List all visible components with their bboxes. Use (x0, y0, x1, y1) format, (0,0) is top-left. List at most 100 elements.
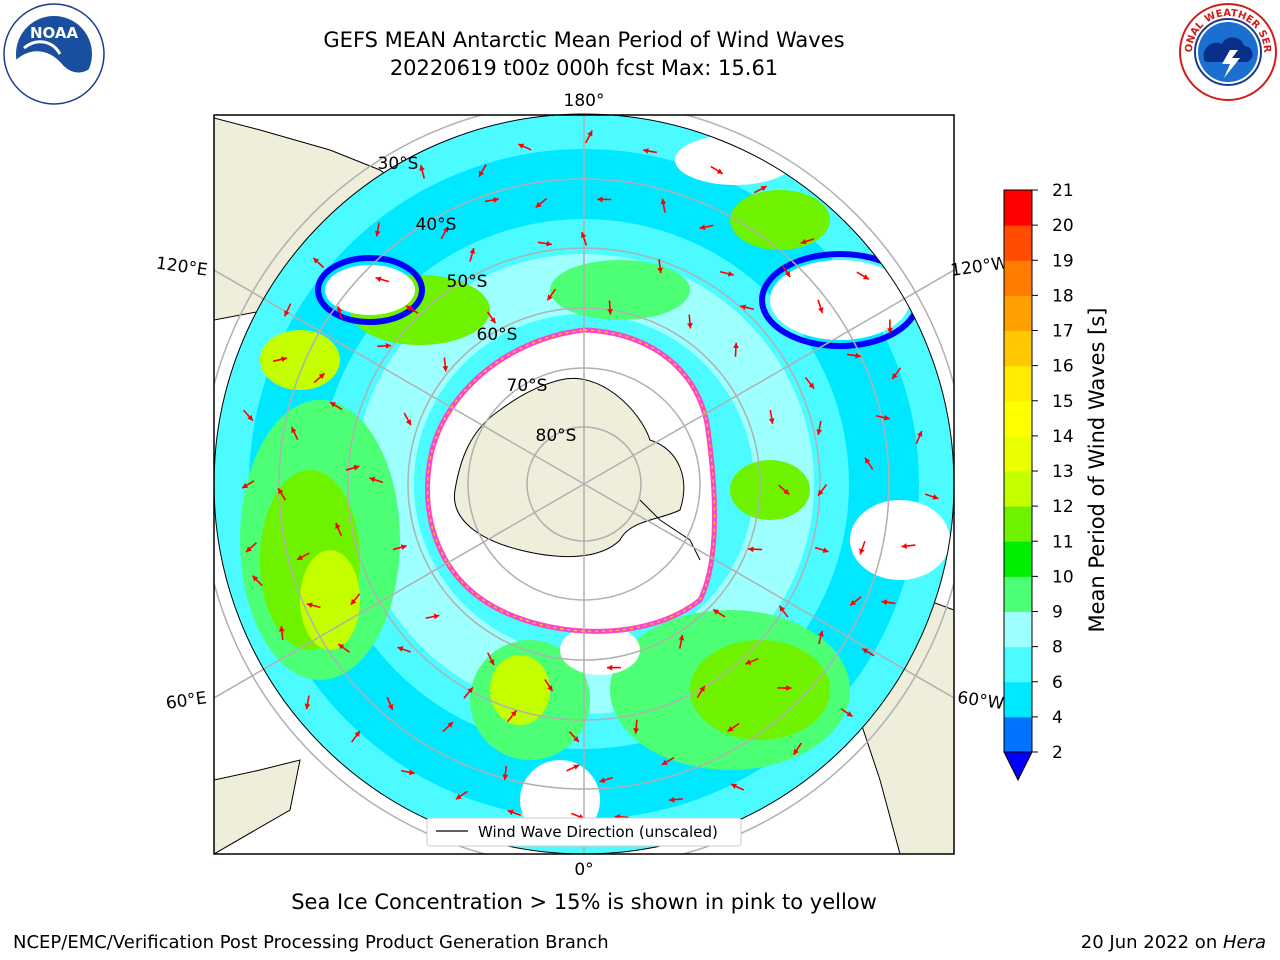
colorbar-segment (1004, 190, 1032, 226)
wave-arrow-head (901, 543, 907, 549)
wave-arrow-head (306, 602, 313, 609)
footer-date-text: 20 Jun 2022 on (1080, 932, 1223, 953)
wave-arrow-head (760, 186, 767, 192)
wave-arrow-head (547, 685, 553, 692)
colorbar-tick-label: 2 (1052, 743, 1063, 763)
wave-arrow-head (779, 605, 785, 612)
colorbar-tick-label: 13 (1052, 462, 1074, 482)
wave-arrow-head (745, 659, 752, 665)
wave-arrow-head (727, 270, 734, 277)
colorbar-tick-label: 14 (1052, 427, 1074, 447)
wave-arrow-head (862, 274, 869, 280)
colorbar-segment (1004, 225, 1032, 261)
wave-arrow-head (793, 748, 799, 755)
colorbar-segment (1004, 435, 1032, 472)
colorbar-segment (1004, 330, 1032, 367)
wave-arrow-head (661, 759, 668, 765)
wave-arrow-head (818, 630, 824, 637)
wave-arrow-head (816, 429, 823, 435)
wave-arrow-head (748, 546, 754, 553)
wave-arrow-head (784, 271, 791, 278)
wave-arrow-head (643, 148, 649, 154)
wave-arrow-head (405, 419, 411, 426)
colorbar-segment (1004, 365, 1032, 402)
colorbar-tick-label: 6 (1052, 673, 1063, 693)
wave-arrow-head (296, 554, 303, 560)
wave-arrow-head (716, 168, 723, 174)
lat-label-40s: 40°S (416, 215, 457, 235)
wave-arrow-head (657, 267, 663, 274)
wave-arrow-head (727, 726, 734, 732)
wave-arrow-head (338, 643, 345, 650)
wave-arrow-head (883, 414, 890, 421)
wave-arrow-head (406, 305, 413, 312)
wave-arrow-head (419, 164, 425, 171)
wave-arrow-head (881, 599, 888, 606)
wave-arrow-head (678, 634, 685, 641)
wave-arrow-head (817, 489, 824, 496)
footer-branch: NCEP/EMC/Verification Post Processing Pr… (13, 932, 609, 953)
wave-arrow-head (335, 522, 341, 529)
wave-arrow-head (731, 783, 738, 789)
lon-label-60e: 60°E (165, 688, 208, 713)
colorbar-tick-label: 4 (1052, 708, 1063, 728)
wave-arrow-head (800, 238, 807, 245)
wave-arrow-head (786, 685, 792, 691)
wave-arrow-head (469, 248, 476, 254)
wave-arrow-head (242, 482, 249, 489)
colorbar-extend-min (1003, 751, 1033, 782)
wave-arrow-head (607, 308, 613, 315)
wave-arrow-head (859, 548, 865, 555)
noaa-logo: NOAA (3, 3, 105, 105)
wave-arrow-head (633, 728, 639, 734)
wind-wave-arrows (241, 130, 939, 820)
lon-label-120w: 120°W (949, 253, 1009, 281)
wave-arrow-head (932, 494, 939, 500)
colorbar-segment (1004, 541, 1032, 577)
colorbar-segment (1004, 576, 1032, 612)
wave-arrow-head (850, 599, 857, 606)
wave-arrow-head (535, 201, 542, 208)
wave-arrow-head (304, 703, 311, 710)
wave-arrow-head (699, 685, 705, 692)
wave-arrow-head (408, 769, 415, 776)
wave-arrow-head (768, 418, 775, 424)
wave-arrow-head (846, 711, 853, 717)
wave-arrow-head (278, 488, 284, 495)
footer-host: Hera (1222, 932, 1266, 953)
colorbar-segment (1004, 681, 1032, 718)
wave-arrow-head (507, 809, 514, 816)
map-frame (213, 114, 955, 855)
colorbar-tick-label: 10 (1052, 567, 1074, 587)
wave-arrow-head (713, 609, 720, 615)
wave-arrow-head (278, 626, 285, 632)
wave-arrow-head (353, 464, 360, 471)
wave-arrow-head (862, 648, 869, 654)
footer-date: 20 Jun 2022 on Hera (1081, 932, 1266, 953)
wave-arrow-head (442, 365, 449, 372)
wave-arrow-head (740, 304, 747, 311)
wave-arrow-head (502, 774, 509, 780)
wave-arrow-head (783, 488, 790, 495)
wave-arrow-head (822, 547, 829, 553)
lat-label-30s: 30°S (378, 154, 419, 174)
lon-label-0: 0° (574, 860, 593, 880)
wave-arrow-head (291, 427, 297, 434)
wave-arrow-head (817, 307, 824, 314)
colorbar-tick-label: 18 (1052, 286, 1074, 306)
wave-arrow-head (252, 575, 259, 582)
wave-arrow-head (493, 197, 499, 203)
colorbar-segment (1004, 260, 1032, 296)
colorbar-segment (1004, 716, 1032, 753)
wave-arrow-head (510, 710, 517, 717)
lon-label-120e: 120°E (155, 254, 209, 281)
colorbar-tick-label: 12 (1052, 497, 1074, 517)
wave-arrow-head (284, 310, 290, 317)
colorbar-tick-label: 20 (1052, 216, 1074, 236)
wave-arrow-head (387, 703, 394, 710)
wave-arrow-head (660, 198, 667, 205)
map-legend: Wind Wave Direction (unscaled) (426, 817, 742, 847)
wave-arrow-head (336, 306, 343, 313)
colorbar-tick-label: 15 (1052, 392, 1074, 412)
plot-subtitle: 20220619 t00z 000h fcst Max: 15.61 (389, 56, 779, 80)
